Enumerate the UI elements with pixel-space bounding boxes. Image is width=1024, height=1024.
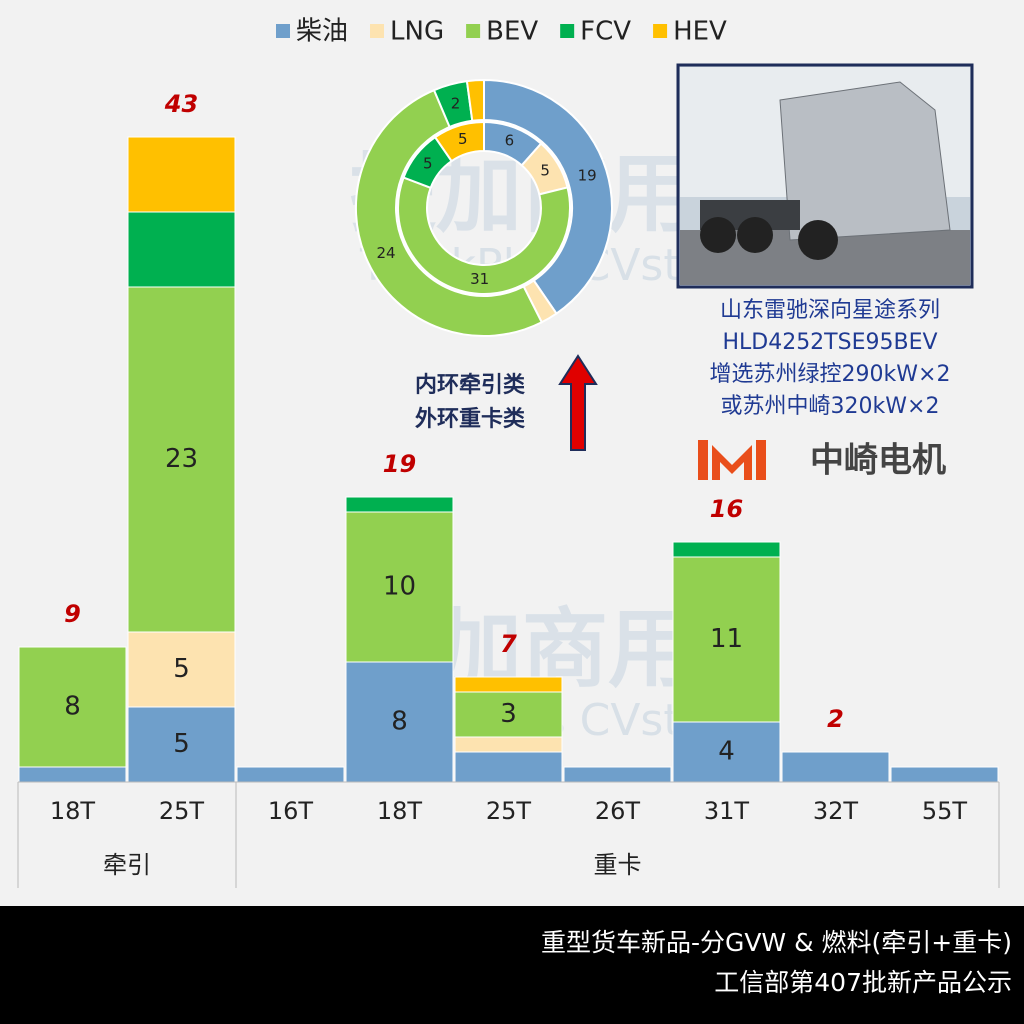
- pie-label: 19: [578, 167, 597, 185]
- wheel: [798, 220, 838, 260]
- bar-segment: [127, 211, 236, 288]
- arrow: [558, 354, 598, 451]
- pie-label: 5: [540, 162, 550, 180]
- bar-segment: [127, 706, 236, 783]
- logo-mark: [698, 440, 766, 480]
- bar-segment: [127, 631, 236, 708]
- bar-segment: [454, 691, 563, 738]
- x-tick-label: 16T: [268, 797, 314, 825]
- data-label: 23: [165, 444, 198, 474]
- legend: 柴油 LNG BEV FCV HEV: [276, 17, 727, 47]
- data-label: 10: [383, 572, 416, 602]
- footer-bar: [0, 906, 1024, 1024]
- bar-chart: 18T 8 9 25T 5 5 23 43 16T 18T 8 10 19 25T 3 7 26T 31T 4 11 1…: [17, 90, 1000, 888]
- legend-label: 柴油: [296, 17, 348, 47]
- truck-photo: [676, 63, 974, 289]
- total-label: 7: [500, 630, 517, 658]
- caption: 增选苏州绿控290kW×2: [710, 362, 951, 387]
- bar-segment: [890, 766, 999, 783]
- legend-swatch: [466, 24, 481, 38]
- legend-label: LNG: [390, 17, 444, 47]
- pie-slice: [354, 88, 544, 337]
- x-tick-label: 18T: [377, 797, 423, 825]
- bar-segment: [127, 136, 236, 213]
- total-label: 43: [164, 90, 198, 118]
- pie-label: 5: [423, 154, 433, 172]
- total-label: 19: [383, 450, 416, 478]
- footer: 工信部第407批新产品公示: [714, 968, 1012, 997]
- bar-segment: [18, 646, 127, 768]
- group-label: 重卡: [594, 851, 642, 879]
- x-tick-label: 32T: [813, 797, 859, 825]
- data-label: 5: [173, 654, 190, 684]
- x-tick-label: 55T: [922, 797, 968, 825]
- donut-chart: 6 5 31 5 5 19 24 2: [354, 78, 613, 337]
- legend-swatch: [276, 24, 290, 38]
- truck-cab: [779, 81, 951, 241]
- bar-segment: [454, 751, 563, 783]
- data-label: 3: [500, 699, 517, 729]
- logo-icon: [698, 440, 766, 480]
- total-label: 9: [64, 600, 81, 628]
- legend-label: HEV: [673, 17, 727, 47]
- pie-label: 31: [470, 270, 489, 288]
- data-label: 11: [710, 624, 743, 654]
- bar-segment: [345, 511, 454, 663]
- bar-segment: [454, 736, 563, 753]
- data-label: 5: [173, 729, 190, 759]
- bar-segment: [672, 556, 781, 723]
- pie-slice: [397, 176, 571, 295]
- pie-slice: [483, 78, 613, 315]
- group-label: 牵引: [103, 851, 151, 879]
- data-label: 4: [718, 737, 735, 767]
- x-tick-label: 25T: [486, 797, 532, 825]
- legend-swatch: [370, 24, 385, 38]
- pie-label: 6: [505, 132, 515, 150]
- pie-slice: [465, 78, 485, 122]
- bar-segment: [672, 721, 781, 783]
- total-label: 16: [710, 495, 743, 523]
- x-tick-label: 18T: [50, 797, 96, 825]
- bar-segment: [345, 496, 454, 513]
- footer: 重型货车新品-分GVW & 燃料(牵引+重卡): [541, 928, 1012, 957]
- caption: 山东雷驰深向星途系列: [720, 298, 940, 323]
- bar-segment: [345, 661, 454, 783]
- annotation: 外环重卡类: [415, 406, 526, 432]
- pie-label: 24: [376, 244, 395, 262]
- legend-label: FCV: [580, 17, 631, 47]
- legend-label: BEV: [486, 17, 538, 47]
- wheel: [737, 217, 773, 253]
- logo-text: 中崎电机: [810, 441, 946, 481]
- data-label: 8: [64, 692, 81, 722]
- legend-swatch: [653, 24, 668, 38]
- x-tick-label: 25T: [159, 797, 205, 825]
- bar-segment: [781, 751, 890, 783]
- x-tick-label: 26T: [595, 797, 641, 825]
- x-tick-label: 31T: [704, 797, 750, 825]
- pie-label: 2: [451, 94, 461, 112]
- bar-segment: [563, 766, 672, 783]
- data-label: 8: [391, 707, 408, 737]
- bar-segment: [672, 541, 781, 558]
- annotation: 内环牵引类: [415, 373, 526, 398]
- bar-segment: [127, 286, 236, 633]
- bar-segment: [18, 766, 127, 783]
- wheel: [700, 217, 736, 253]
- caption: HLD4252TSE95BEV: [722, 330, 937, 355]
- caption: 或苏州中崎320kW×2: [721, 394, 940, 419]
- pie-label: 5: [458, 130, 468, 148]
- legend-swatch: [560, 24, 575, 38]
- bar-segment: [236, 766, 345, 783]
- bar-segment: [454, 676, 563, 693]
- pie-slice: [433, 120, 485, 163]
- total-label: 2: [827, 705, 844, 733]
